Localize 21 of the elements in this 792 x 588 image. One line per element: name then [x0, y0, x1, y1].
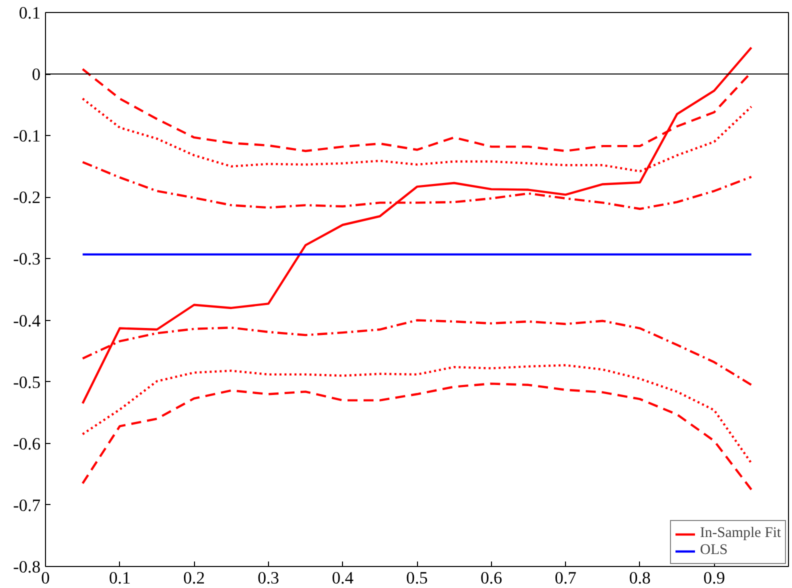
- y-tick-label: -0.1: [13, 126, 41, 146]
- x-tick-label: 0.9: [703, 568, 726, 588]
- x-tick-label: 0.8: [629, 568, 651, 588]
- x-tick-label: 0.5: [406, 568, 428, 588]
- y-tick-label: 0.1: [18, 4, 41, 22]
- legend-label: In-Sample Fit: [700, 525, 781, 542]
- x-tick-label: 0.1: [108, 568, 131, 588]
- y-tick-label: -0.4: [13, 311, 41, 330]
- y-tick-label: -0.7: [13, 496, 41, 515]
- y-tick-label: -0.5: [13, 372, 41, 392]
- x-tick-label: 0.2: [183, 568, 205, 588]
- y-tick-label: -0.3: [13, 250, 41, 269]
- y-tick-label: -0.2: [13, 188, 41, 208]
- legend-label: OLS: [700, 542, 728, 559]
- x-tick-label: 0.7: [554, 568, 577, 588]
- x-tick-label: 0.3: [258, 568, 280, 588]
- x-tick-label: 0.4: [332, 568, 354, 588]
- x-tick-label: 0.6: [480, 568, 502, 588]
- y-tick-label: -0.6: [13, 434, 41, 454]
- y-tick-label: -0.8: [13, 558, 41, 576]
- y-tick-label: 0: [32, 65, 41, 84]
